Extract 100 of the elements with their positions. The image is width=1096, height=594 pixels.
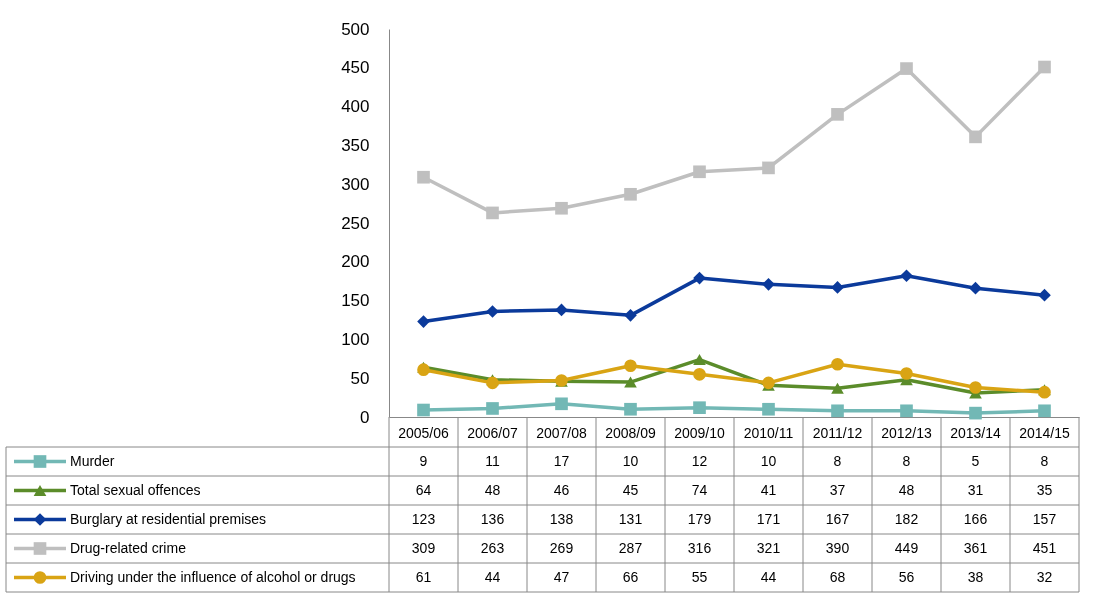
point bbox=[624, 376, 637, 388]
data-label: 45 bbox=[622, 481, 639, 498]
data-label: 74 bbox=[691, 481, 708, 498]
data-label: 56 bbox=[898, 568, 915, 585]
data-label: 321 bbox=[756, 539, 781, 556]
point bbox=[831, 382, 844, 394]
data-label: 44 bbox=[484, 568, 501, 585]
point bbox=[762, 402, 775, 416]
x-tick-label: 2005/06 bbox=[398, 424, 450, 441]
point bbox=[831, 404, 844, 418]
y-tick-label: 0 bbox=[360, 407, 370, 427]
data-label: 157 bbox=[1032, 510, 1057, 527]
data-label: 12 bbox=[691, 452, 708, 469]
y-tick-label: 150 bbox=[341, 291, 370, 311]
point bbox=[762, 161, 775, 175]
data-label: 10 bbox=[622, 452, 639, 469]
y-tick-label: 100 bbox=[341, 329, 370, 349]
x-tick-label: 2009/10 bbox=[674, 424, 726, 441]
point bbox=[486, 305, 499, 318]
legend-label: Drug-related crime bbox=[70, 539, 187, 556]
y-tick-label: 50 bbox=[350, 368, 370, 388]
data-label: 316 bbox=[687, 539, 712, 556]
data-label: 44 bbox=[760, 568, 777, 585]
data-label: 64 bbox=[415, 481, 432, 498]
data-label: 35 bbox=[1036, 481, 1053, 498]
point bbox=[693, 271, 706, 285]
point bbox=[831, 108, 844, 121]
data-label: 48 bbox=[898, 481, 915, 498]
x-tick-label: 2010/11 bbox=[743, 424, 794, 441]
point bbox=[969, 281, 982, 295]
data-label: 11 bbox=[485, 452, 500, 469]
point bbox=[555, 201, 568, 215]
data-label: 17 bbox=[553, 452, 570, 469]
point bbox=[693, 401, 706, 415]
data-label: 390 bbox=[825, 539, 850, 556]
data-label: 179 bbox=[687, 510, 712, 527]
point bbox=[969, 130, 982, 144]
point bbox=[1038, 288, 1051, 302]
x-tick-label: 2013/14 bbox=[950, 424, 1002, 441]
point bbox=[900, 62, 913, 75]
point bbox=[693, 165, 706, 179]
y-tick-label: 400 bbox=[341, 97, 370, 117]
data-label: 61 bbox=[415, 568, 432, 585]
data-label: 263 bbox=[480, 539, 505, 556]
point bbox=[417, 170, 430, 184]
x-tick-label: 2008/09 bbox=[605, 424, 657, 441]
data-label: 5 bbox=[971, 452, 980, 469]
point bbox=[900, 269, 913, 283]
data-label: 138 bbox=[549, 510, 574, 527]
y-tick-label: 350 bbox=[341, 135, 370, 155]
data-label: 182 bbox=[894, 510, 919, 527]
point bbox=[762, 277, 775, 291]
y-tick-label: 500 bbox=[341, 19, 370, 39]
x-tick-label: 2007/08 bbox=[536, 424, 588, 441]
data-label: 48 bbox=[484, 481, 501, 498]
data-label: 8 bbox=[902, 452, 911, 469]
point bbox=[486, 402, 499, 415]
point bbox=[1038, 60, 1051, 74]
data-label: 38 bbox=[967, 568, 984, 585]
data-label: 31 bbox=[967, 481, 984, 498]
x-tick-label: 2011/12 bbox=[812, 424, 863, 441]
point bbox=[486, 206, 499, 220]
data-label: 269 bbox=[549, 539, 574, 556]
data-label: 47 bbox=[553, 568, 570, 585]
point bbox=[969, 381, 982, 394]
data-label: 37 bbox=[829, 481, 846, 498]
point bbox=[555, 303, 568, 317]
legend-label: Driving under the influence of alcohol or drugs bbox=[70, 568, 356, 585]
y-tick-label: 250 bbox=[341, 213, 370, 233]
data-label: 361 bbox=[963, 539, 988, 556]
point bbox=[555, 397, 568, 411]
point bbox=[900, 367, 913, 380]
x-tick-label: 2006/07 bbox=[467, 424, 519, 441]
point bbox=[624, 359, 637, 373]
point bbox=[1038, 404, 1051, 418]
data-label: 32 bbox=[1036, 568, 1053, 585]
point bbox=[831, 357, 844, 371]
data-label: 41 bbox=[760, 481, 777, 498]
point bbox=[969, 406, 982, 420]
y-tick-label: 300 bbox=[341, 174, 370, 194]
data-label: 46 bbox=[553, 481, 570, 498]
x-tick-label: 2014/15 bbox=[1019, 424, 1071, 441]
data-label: 123 bbox=[411, 510, 436, 527]
data-label: 166 bbox=[963, 510, 988, 527]
point bbox=[417, 315, 430, 328]
point bbox=[417, 403, 430, 417]
legend-label: Burglary at residential premises bbox=[70, 510, 267, 527]
x-tick-label: 2012/13 bbox=[881, 424, 933, 441]
point bbox=[693, 354, 706, 366]
data-label: 8 bbox=[1040, 452, 1049, 469]
data-label: 8 bbox=[833, 452, 842, 469]
data-label: 66 bbox=[622, 568, 639, 585]
data-label: 451 bbox=[1032, 539, 1057, 556]
point bbox=[900, 404, 913, 418]
data-label: 136 bbox=[480, 510, 505, 527]
point bbox=[693, 368, 706, 381]
data-label: 10 bbox=[760, 452, 777, 469]
data-label: 287 bbox=[618, 539, 643, 556]
point bbox=[624, 402, 637, 416]
point bbox=[624, 187, 637, 201]
